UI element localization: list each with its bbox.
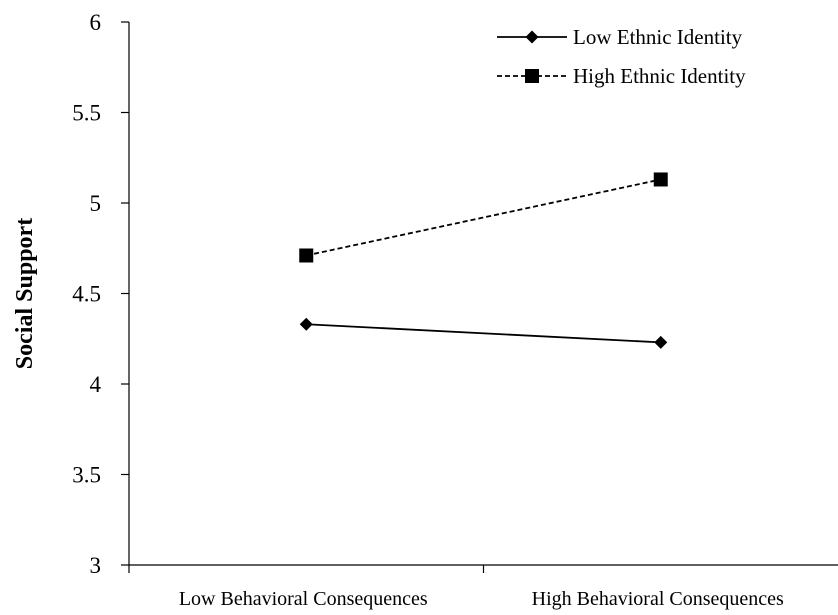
data-point-square: [653, 172, 668, 187]
data-point-diamond: [299, 317, 313, 331]
y-tick-label: 5.5: [72, 101, 101, 126]
axes: [128, 22, 838, 566]
data-point-square: [525, 69, 539, 83]
data-point-square: [299, 248, 314, 263]
legend-item: Low Ethnic Identity: [497, 25, 743, 49]
data-point-diamond: [525, 30, 539, 44]
y-ticks: 3 3.5 4 4.5 5 5.5 6: [72, 10, 129, 578]
y-tick-label: 6: [90, 10, 102, 35]
y-tick-label: 4: [90, 372, 102, 397]
series-high-ethnic-identity: [299, 172, 668, 263]
y-tick-label: 3.5: [72, 463, 101, 488]
series-group: [299, 172, 668, 349]
y-tick-label: 5: [90, 191, 102, 216]
legend-label: High Ethnic Identity: [573, 64, 746, 88]
data-point-diamond: [654, 335, 668, 349]
x-category-label: High Behavioral Consequences: [532, 588, 784, 610]
series-line: [306, 178, 661, 257]
x-category-label: Low Behavioral Consequences: [179, 588, 428, 610]
y-axis-title: Social Support: [12, 218, 38, 369]
y-tick-label: 3: [90, 553, 102, 578]
legend-item: High Ethnic Identity: [497, 64, 746, 88]
series-line: [306, 323, 661, 344]
legend: Low Ethnic Identity High Ethnic Identity: [497, 25, 746, 88]
legend-label: Low Ethnic Identity: [573, 25, 743, 49]
series-low-ethnic-identity: [299, 317, 668, 349]
y-tick-label: 4.5: [72, 282, 101, 307]
x-categories: Low Behavioral Consequences High Behavior…: [128, 565, 784, 610]
